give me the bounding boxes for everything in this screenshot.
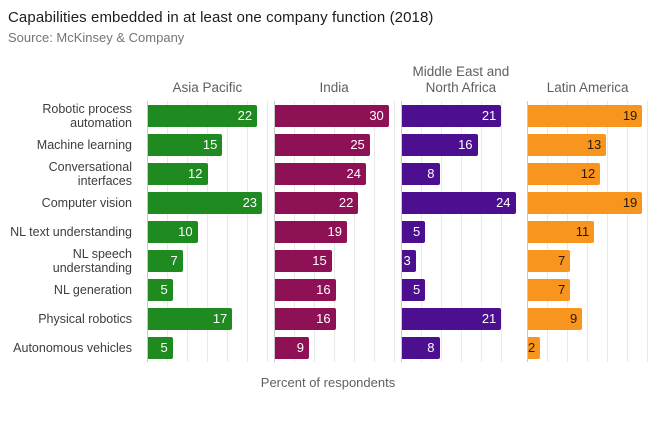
bar-row: 19 xyxy=(528,101,648,130)
bar: 17 xyxy=(148,307,233,330)
chart-title: Capabilities embedded in at least one co… xyxy=(8,9,434,26)
bar: 16 xyxy=(274,307,336,330)
bar-row: 9 xyxy=(274,333,395,362)
bar-row: 16 xyxy=(274,304,395,333)
bar: 22 xyxy=(148,104,258,127)
category-label: Robotic process automation xyxy=(42,101,132,130)
category-label: Computer vision xyxy=(41,195,132,210)
category-label: Conversational interfaces xyxy=(48,159,132,188)
bar-row: 23 xyxy=(148,188,268,217)
panel-header-middle-east-north-africa: Middle East and North Africa xyxy=(412,64,510,95)
bar: 16 xyxy=(274,278,336,301)
bar-row: 19 xyxy=(274,217,395,246)
bar: 11 xyxy=(528,220,595,243)
bar: 5 xyxy=(401,220,426,243)
bar-row: 15 xyxy=(148,130,268,159)
bar-row: 22 xyxy=(274,188,395,217)
bar-row: 22 xyxy=(148,101,268,130)
bar-row: 11 xyxy=(528,217,648,246)
bar-row: 3 xyxy=(401,246,522,275)
bar: 5 xyxy=(148,278,173,301)
category-label: Machine learning xyxy=(36,137,132,152)
bar-row: 7 xyxy=(528,275,648,304)
chart-body: Robotic process automation Machine learni… xyxy=(8,101,648,362)
bar-row: 7 xyxy=(148,246,268,275)
bar-row: 19 xyxy=(528,188,648,217)
bar: 25 xyxy=(274,133,370,156)
bar: 15 xyxy=(274,249,332,272)
category-labels: Robotic process automation Machine learni… xyxy=(8,101,141,362)
bar-row: 24 xyxy=(274,159,395,188)
bar: 19 xyxy=(528,104,643,127)
bar-row: 30 xyxy=(274,101,395,130)
bar: 19 xyxy=(528,191,643,214)
bar-row: 24 xyxy=(401,188,522,217)
bar: 9 xyxy=(274,336,309,359)
bar-row: 25 xyxy=(274,130,395,159)
panel-asia-pacific: 22 15 12 23 10 7 5 17 5 xyxy=(147,101,268,362)
bar-row: 2 xyxy=(528,333,648,362)
panel-header-india: India xyxy=(319,80,349,95)
panel-header-asia-pacific: Asia Pacific xyxy=(172,80,243,95)
bar: 2 xyxy=(528,336,541,359)
bar: 12 xyxy=(528,162,601,185)
bar-row: 21 xyxy=(401,304,522,333)
bar-row: 7 xyxy=(528,246,648,275)
panel-header-latin-america: Latin America xyxy=(546,80,629,95)
bar: 21 xyxy=(401,307,502,330)
bar-row: 13 xyxy=(528,130,648,159)
bar: 5 xyxy=(148,336,173,359)
bar: 7 xyxy=(528,249,571,272)
bar: 3 xyxy=(401,249,416,272)
panel-headers: Asia Pacific India Middle East and North… xyxy=(8,57,648,101)
bar-row: 12 xyxy=(148,159,268,188)
bar: 15 xyxy=(148,133,223,156)
bar-row: 17 xyxy=(148,304,268,333)
bar-row: 16 xyxy=(401,130,522,159)
bar: 9 xyxy=(528,307,583,330)
panel-latin-america: 19 13 12 19 11 7 7 9 2 xyxy=(527,101,648,362)
bar: 5 xyxy=(401,278,426,301)
bar-row: 8 xyxy=(401,159,522,188)
category-label: NL generation xyxy=(53,282,132,297)
panel-middle-east-north-africa: 21 16 8 24 5 3 5 21 8 xyxy=(400,101,522,362)
bar: 7 xyxy=(528,278,571,301)
bar: 8 xyxy=(401,162,440,185)
bar: 24 xyxy=(274,162,366,185)
bar: 7 xyxy=(148,249,183,272)
bar: 22 xyxy=(274,191,359,214)
bar: 19 xyxy=(274,220,347,243)
bar: 12 xyxy=(148,162,208,185)
bar-row: 16 xyxy=(274,275,395,304)
bar-row: 15 xyxy=(274,246,395,275)
bar-row: 8 xyxy=(401,333,522,362)
bar-row: 5 xyxy=(148,333,268,362)
bar-row: 5 xyxy=(401,217,522,246)
category-label: NL speech understanding xyxy=(52,246,132,275)
bar: 8 xyxy=(401,336,440,359)
bar: 21 xyxy=(401,104,502,127)
bar: 16 xyxy=(401,133,478,156)
bar-row: 9 xyxy=(528,304,648,333)
bar: 23 xyxy=(148,191,263,214)
bar: 24 xyxy=(401,191,516,214)
bar-row: 5 xyxy=(401,275,522,304)
bar-row: 21 xyxy=(401,101,522,130)
panel-india: 30 25 24 22 19 15 16 16 9 xyxy=(273,101,395,362)
bar-row: 5 xyxy=(148,275,268,304)
bar-row: 10 xyxy=(148,217,268,246)
category-label: Physical robotics xyxy=(38,311,132,326)
bar: 10 xyxy=(148,220,198,243)
bar: 13 xyxy=(528,133,607,156)
bar: 30 xyxy=(274,104,389,127)
category-label: NL text understanding xyxy=(10,224,132,239)
category-label: Autonomous vehicles xyxy=(13,340,132,355)
x-axis-label: Percent of respondents xyxy=(260,375,396,390)
chart-source: Source: McKinsey & Company xyxy=(8,30,185,45)
bar-row: 12 xyxy=(528,159,648,188)
